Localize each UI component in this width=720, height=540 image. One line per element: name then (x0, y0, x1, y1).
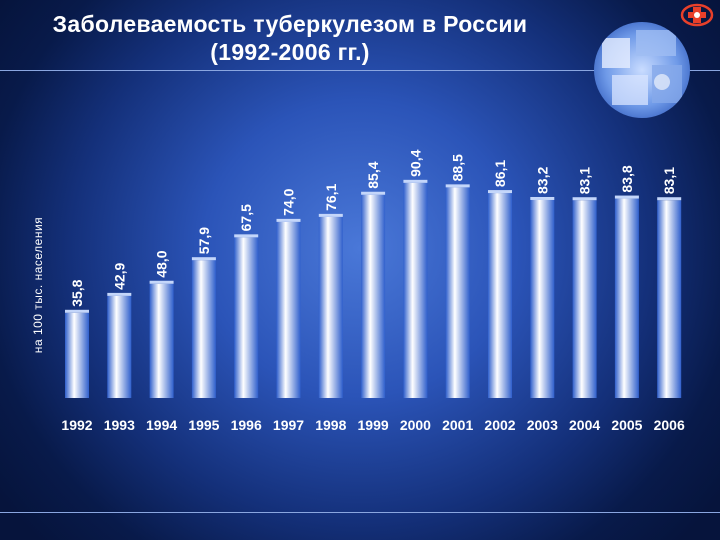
value-label-2006: 83,1 (661, 167, 677, 194)
x-tick-label-2005: 2005 (611, 417, 642, 433)
bar-2005 (614, 198, 639, 398)
value-label-1998: 76,1 (323, 183, 339, 210)
title-divider (0, 70, 720, 71)
value-label-2000: 90,4 (407, 149, 423, 176)
value-label-1993: 42,9 (111, 262, 127, 289)
bar-2000 (403, 182, 428, 398)
bar-1993 (107, 295, 132, 398)
bar-cap-1992 (65, 309, 89, 313)
collage-photo-icon (594, 22, 690, 118)
bar-cap-2001 (445, 184, 470, 188)
value-label-1995: 57,9 (196, 227, 212, 254)
bar-2002 (488, 193, 512, 398)
bar-cap-2003 (530, 196, 555, 200)
x-tick-label-1993: 1993 (104, 417, 135, 433)
value-label-1997: 74,0 (281, 188, 297, 215)
bar-1999 (361, 194, 386, 398)
title-line-1: Заболеваемость туберкулезом в России (52, 11, 528, 37)
x-tick-label-2003: 2003 (527, 417, 558, 433)
bar-cap-2004 (572, 197, 597, 201)
value-label-2001: 88,5 (450, 154, 466, 181)
bar-cap-1995 (191, 257, 216, 261)
value-label-1996: 67,5 (238, 204, 254, 231)
bar-cap-2000 (403, 179, 428, 183)
bar-cap-2002 (488, 190, 512, 194)
x-tick-label-1998: 1998 (315, 417, 346, 433)
x-tick-label-2001: 2001 (442, 417, 473, 433)
value-label-2002: 86,1 (492, 160, 508, 187)
x-tick-label-2006: 2006 (654, 417, 685, 433)
x-tick-label-1996: 1996 (231, 417, 262, 433)
x-tick-label-1997: 1997 (273, 417, 304, 433)
bar-cap-1999 (361, 191, 386, 195)
value-label-2004: 83,1 (577, 167, 593, 194)
bar-cap-1998 (318, 213, 343, 217)
bar-1995 (191, 260, 216, 398)
value-label-1999: 85,4 (365, 161, 381, 188)
x-tick-label-2000: 2000 (400, 417, 431, 433)
bar-2006 (657, 200, 682, 398)
x-tick-label-1992: 1992 (61, 417, 92, 433)
title-line-2: (1992-2006 гг.) (210, 39, 370, 65)
bar-2004 (572, 200, 597, 398)
value-label-2003: 83,2 (534, 167, 550, 194)
bar-cap-1997 (276, 218, 301, 222)
chart-title: Заболеваемость туберкулезом в России (19… (0, 10, 580, 66)
ministry-logo-icon (680, 3, 714, 27)
value-label-1992: 35,8 (69, 279, 85, 306)
value-label-1994: 48,0 (154, 250, 170, 277)
x-tick-label-1999: 1999 (358, 417, 389, 433)
bar-cap-1993 (107, 292, 132, 296)
bar-1996 (234, 237, 259, 398)
bar-cap-2005 (614, 195, 639, 199)
bar-cap-1996 (234, 234, 259, 238)
bar-cap-1994 (149, 280, 174, 284)
bar-2003 (530, 199, 555, 398)
bar-1992 (65, 312, 89, 398)
bar-1997 (276, 221, 301, 398)
bar-1998 (318, 216, 343, 398)
bar-2001 (445, 187, 470, 398)
x-tick-label-2004: 2004 (569, 417, 600, 433)
bar-cap-2006 (657, 197, 682, 201)
x-tick-label-1994: 1994 (146, 417, 177, 433)
x-tick-label-2002: 2002 (484, 417, 515, 433)
bar-1994 (149, 283, 174, 398)
footer-divider (0, 512, 720, 513)
value-label-2005: 83,8 (619, 165, 635, 192)
x-tick-label-1995: 1995 (188, 417, 219, 433)
